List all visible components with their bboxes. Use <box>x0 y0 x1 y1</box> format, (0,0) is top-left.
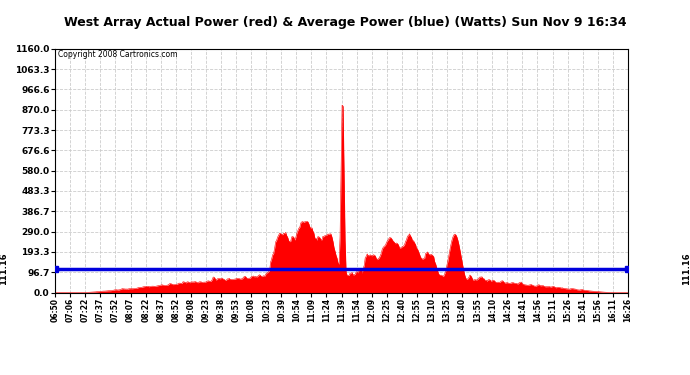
Text: Copyright 2008 Cartronics.com: Copyright 2008 Cartronics.com <box>58 50 177 59</box>
Text: 111.16: 111.16 <box>0 253 8 285</box>
Text: 111.16: 111.16 <box>682 253 690 285</box>
Text: West Array Actual Power (red) & Average Power (blue) (Watts) Sun Nov 9 16:34: West Array Actual Power (red) & Average … <box>63 16 627 29</box>
